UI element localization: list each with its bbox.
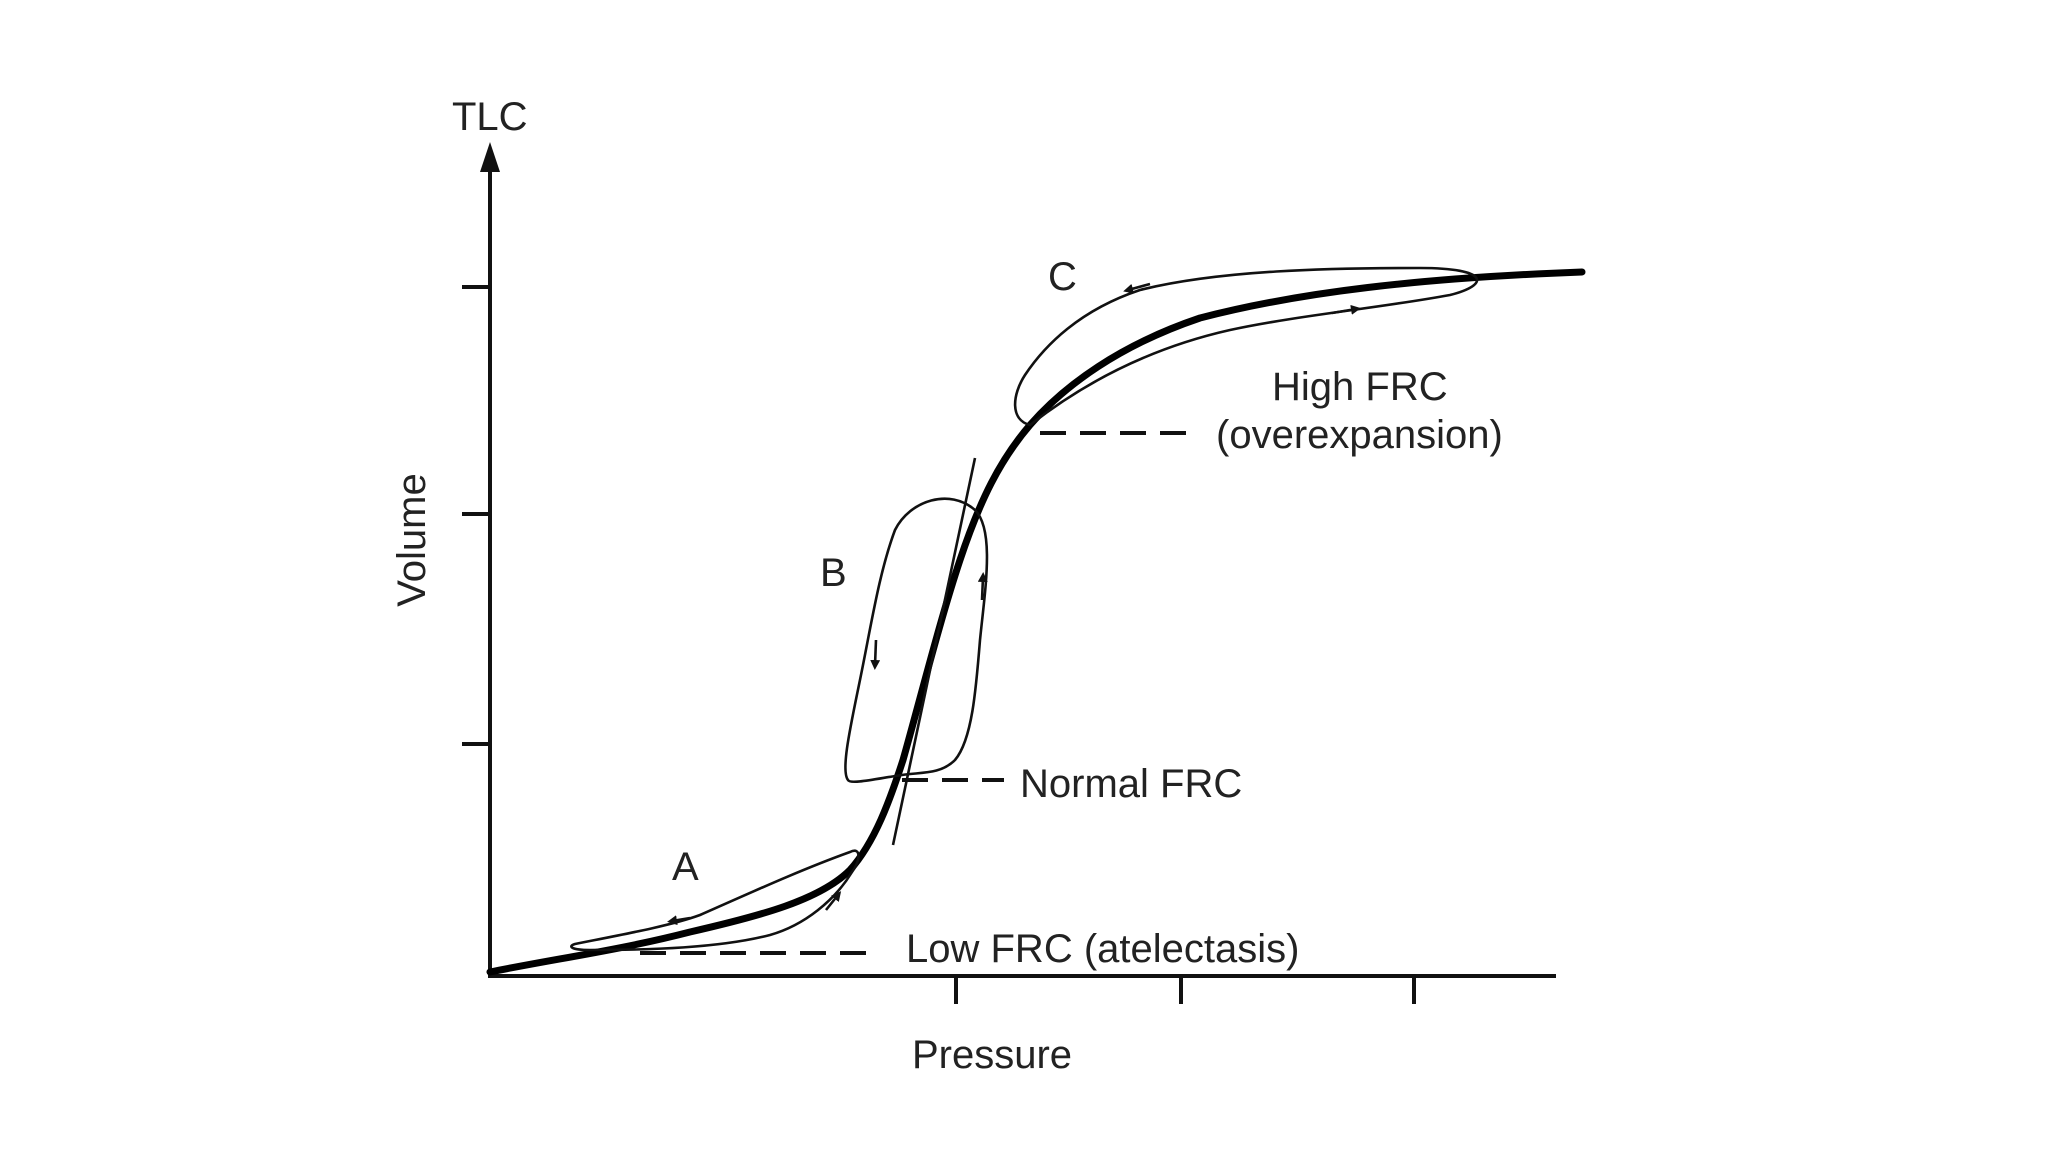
normal-frc-label: Normal FRC <box>1020 762 1242 806</box>
loop-a-arrow-left-icon <box>667 915 691 926</box>
tlc-label: TLC <box>452 95 528 139</box>
loop-a-label: A <box>672 845 699 889</box>
loop-c-arrow-right-icon <box>1331 304 1361 315</box>
loop-c <box>1013 266 1479 427</box>
loop-b-arrow-down-icon <box>870 639 881 670</box>
low-frc-label: Low FRC (atelectasis) <box>906 927 1299 971</box>
loop-a <box>570 849 860 952</box>
loop-a-arrow-up-icon <box>824 891 842 911</box>
y-axis-label: Volume <box>390 473 434 606</box>
pressure-volume-curve <box>486 268 1586 976</box>
x-axis-label: Pressure <box>912 1033 1072 1077</box>
loop-b-arrow-up-icon <box>977 572 988 601</box>
y-axis-arrow-icon <box>480 142 500 172</box>
high-frc-sublabel: (overexpansion) <box>1216 413 1503 457</box>
loop-b-label: B <box>820 551 847 595</box>
loop-b <box>844 497 989 784</box>
loop-c-label: C <box>1048 255 1077 299</box>
loop-c-arrow-left-icon <box>1123 282 1151 294</box>
high-frc-label: High FRC <box>1272 365 1448 409</box>
